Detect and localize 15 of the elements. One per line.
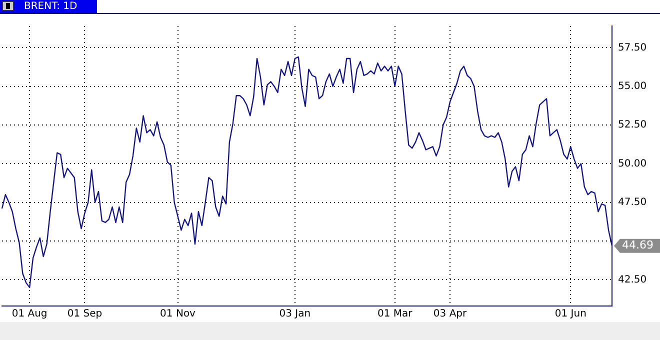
chart-title: BRENT: 1D — [24, 0, 78, 13]
y-tick-label: 50.00 — [618, 158, 647, 170]
x-tick-label: 03 Apr — [433, 308, 468, 320]
y-tick-label: 52.50 — [618, 120, 647, 131]
y-tick-label: 42.50 — [618, 274, 647, 286]
x-tick-label: 01 Sep — [67, 308, 102, 320]
x-tick-label: 01 Nov — [160, 308, 196, 320]
y-tick-label: 55.00 — [618, 80, 647, 92]
x-tick-label: 01 Aug — [12, 308, 48, 320]
y-tick-label: 57.50 — [618, 42, 647, 54]
y-tick-label: 47.50 — [618, 196, 647, 208]
x-tick-label: 01 Jun — [554, 308, 586, 320]
text: 44.69 — [622, 238, 654, 252]
x-tick-label: 03 Jan — [279, 308, 311, 320]
x-tick-label: 01 Mar — [377, 308, 414, 320]
